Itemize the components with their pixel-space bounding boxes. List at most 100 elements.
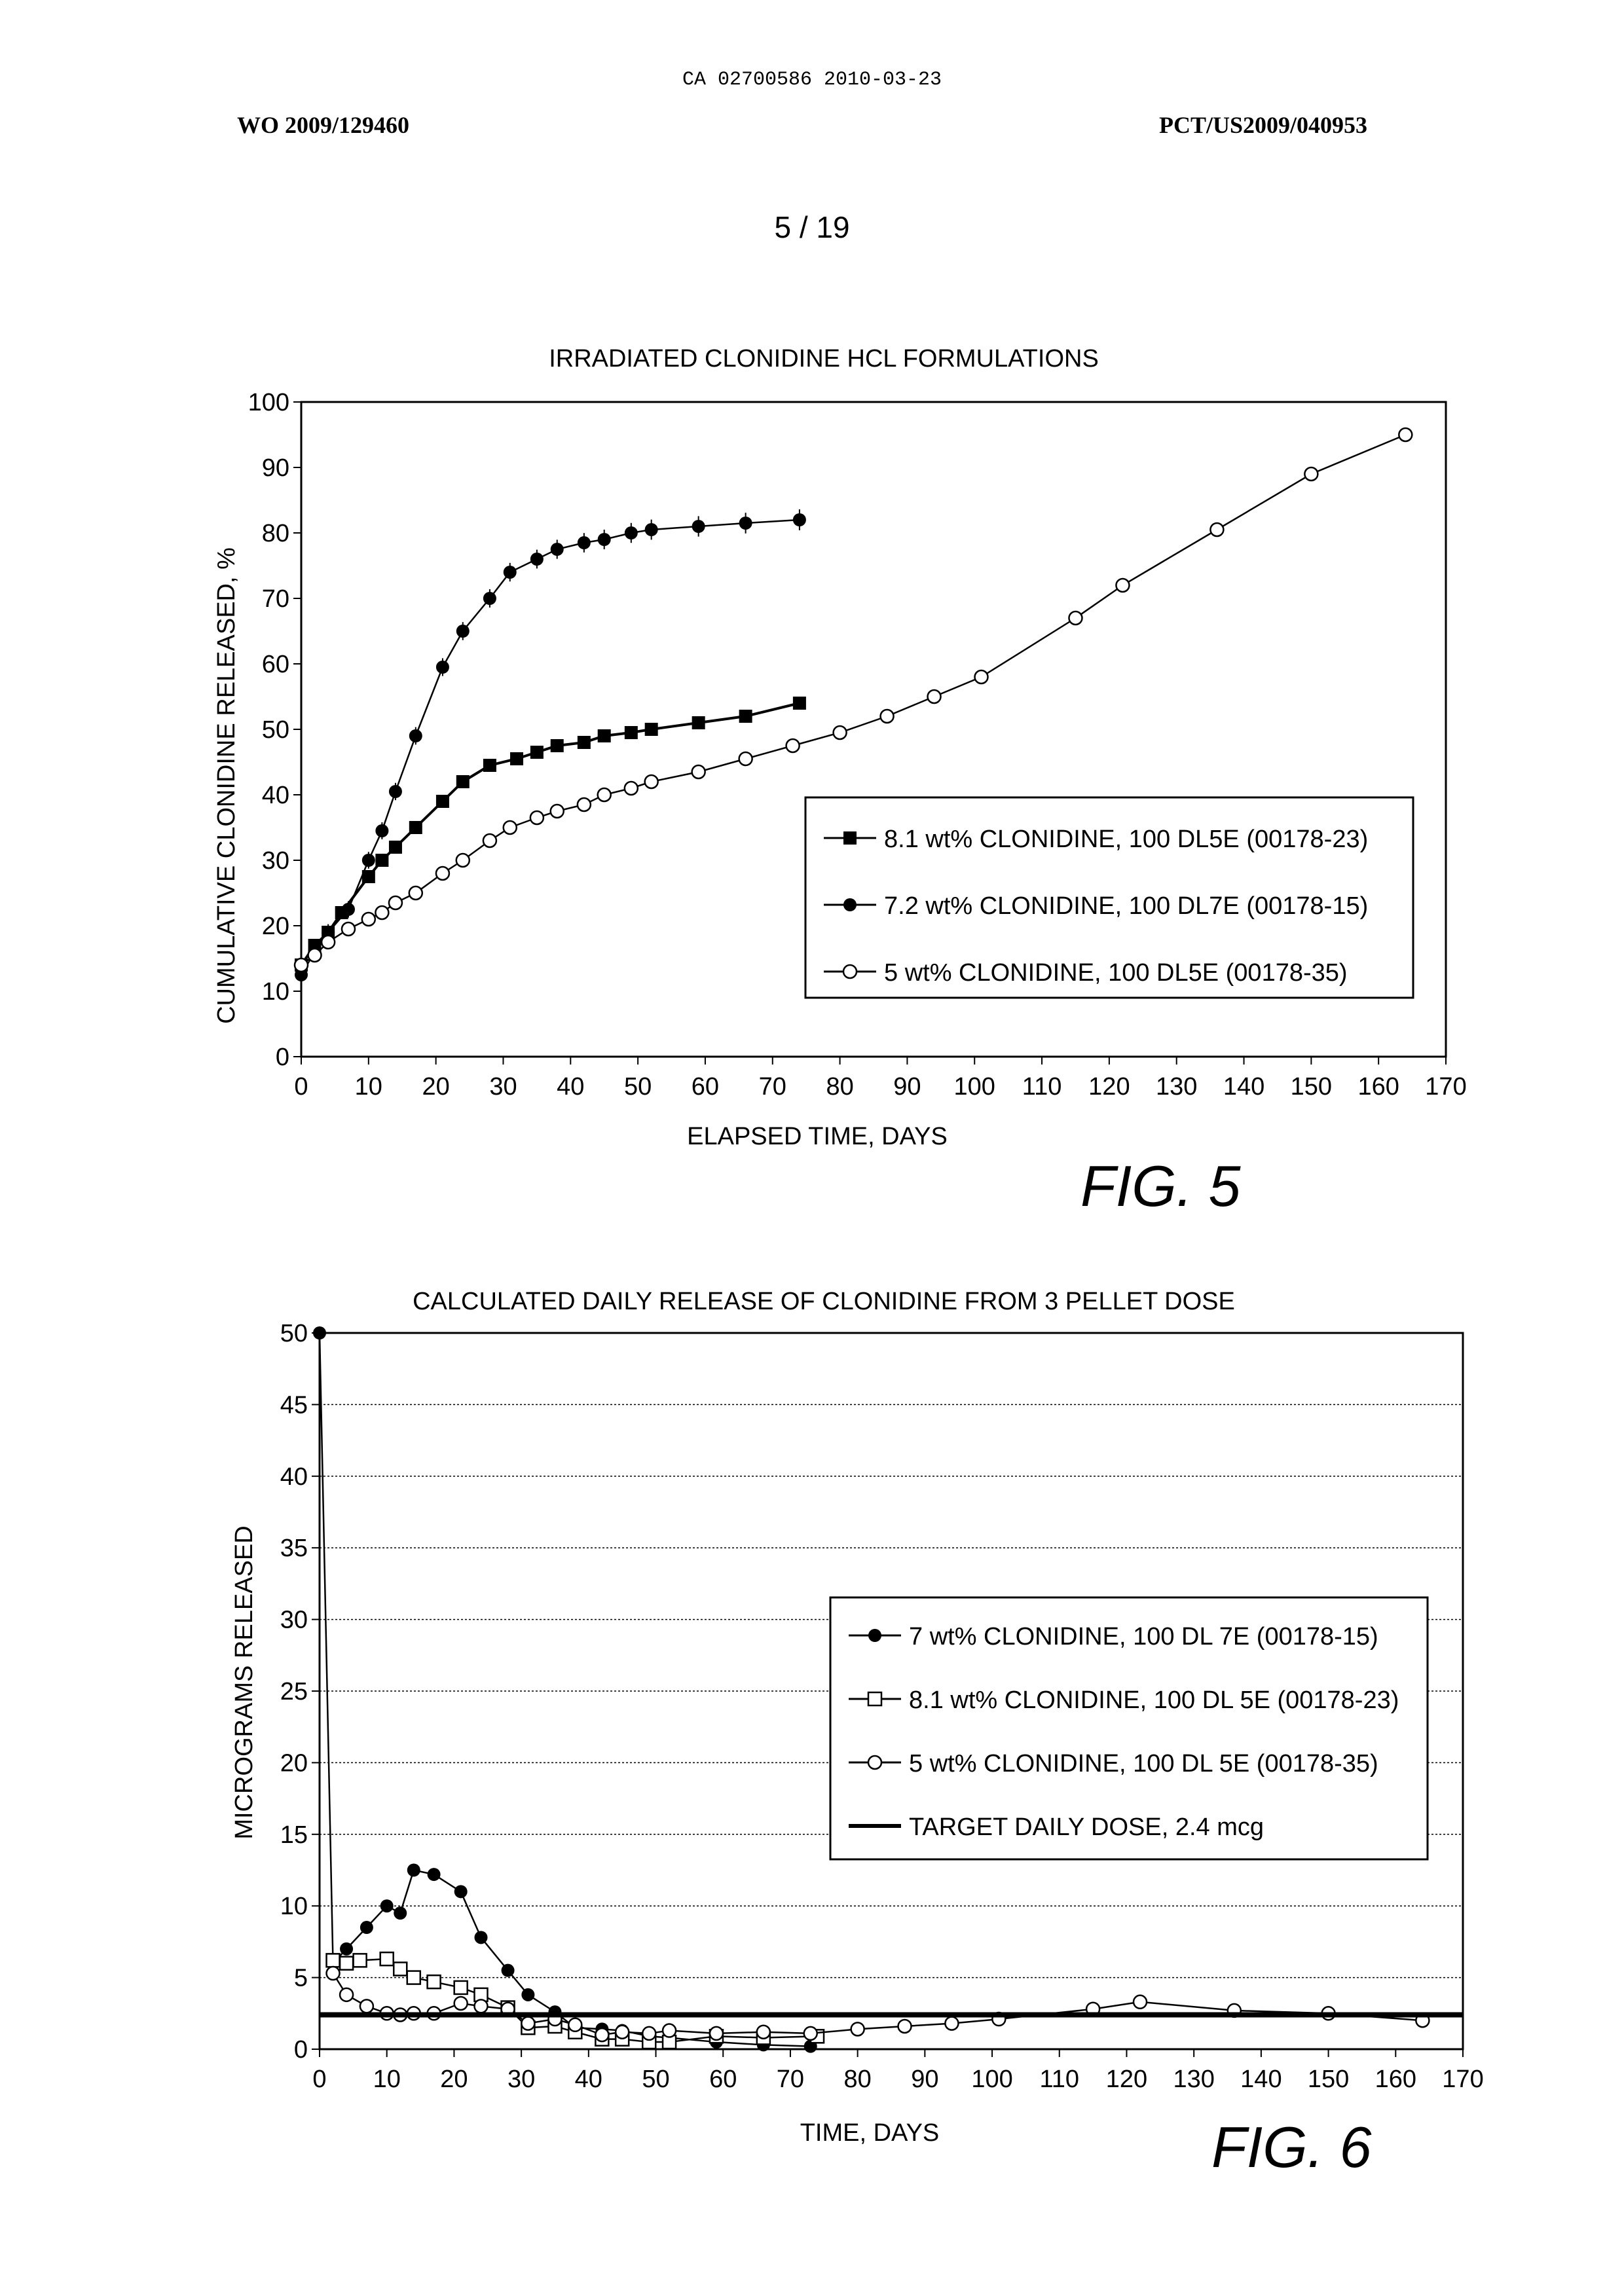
fig6-data-point [407, 1971, 420, 1984]
fig6-x-tick-label: 40 [575, 2066, 602, 2093]
fig5-data-point [295, 958, 308, 972]
fig5-data-point [625, 526, 638, 539]
fig5-data-point [834, 726, 847, 739]
fig5-data-point [436, 867, 449, 880]
fig6-series-line [333, 1973, 1423, 2035]
fig6-data-point [394, 1962, 407, 1975]
fig5-data-point [375, 906, 388, 919]
fig6-legend-marker [868, 1756, 881, 1769]
fig6-y-tick-label: 20 [280, 1749, 308, 1777]
fig6-y-tick-label: 10 [280, 1893, 308, 1920]
fig5-x-tick-label: 100 [954, 1073, 995, 1101]
fig6-x-tick-label: 50 [642, 2066, 669, 2093]
fig5-data-point [739, 710, 752, 723]
fig6-data-point [340, 1988, 353, 2001]
fig6-data-point [340, 1942, 353, 1956]
fig6-data-point [502, 1964, 515, 1977]
fig5-x-tick-label: 130 [1156, 1073, 1197, 1101]
fig5-data-point [598, 533, 611, 546]
fig5-data-point [362, 854, 375, 867]
fig5-data-point [928, 690, 941, 703]
fig6-data-point [407, 1864, 420, 1877]
fig5-legend-label: 5 wt% CLONIDINE, 100 DL5E (00178-35) [884, 959, 1348, 987]
fig6-legend-label: 8.1 wt% CLONIDINE, 100 DL 5E (00178-23) [909, 1686, 1399, 1714]
fig6-data-point [663, 2024, 676, 2037]
fig6-x-tick-label: 90 [911, 2066, 938, 2093]
fig6-y-tick-label: 30 [280, 1607, 308, 1634]
fig6-legend-label: TARGET DAILY DOSE, 2.4 mcg [909, 1813, 1264, 1841]
fig5-data-point [362, 913, 375, 926]
fig5-y-tick-label: 60 [262, 651, 289, 678]
fig6-data-point [380, 1952, 394, 1965]
fig5-data-point [409, 821, 422, 834]
fig6-data-point [474, 1931, 487, 1944]
fig5-y-tick-label: 10 [262, 978, 289, 1006]
fig5-x-tick-label: 150 [1291, 1073, 1332, 1101]
fig5-data-point [436, 795, 449, 808]
fig6-x-tick-label: 0 [312, 2066, 326, 2093]
fig5-title: IRRADIATED CLONIDINE HCL FORMULATIONS [549, 345, 1099, 373]
fig5-legend-marker [843, 965, 857, 978]
fig5-data-point [598, 729, 611, 742]
fig6-data-point [454, 1981, 468, 1994]
fig5-x-tick-label: 50 [624, 1073, 652, 1101]
fig6-data-point [474, 1999, 487, 2013]
fig6-x-tick-label: 100 [971, 2066, 1012, 2093]
fig6-data-point [354, 1954, 367, 1967]
fig5-y-tick-label: 80 [262, 520, 289, 547]
wo-number: WO 2009/129460 [237, 111, 409, 139]
fig5-data-point [409, 729, 422, 742]
fig6-x-tick-label: 130 [1173, 2066, 1214, 2093]
fig5-data-point [1304, 467, 1318, 481]
fig5-data-point [436, 661, 449, 674]
fig6-data-point [616, 2026, 629, 2039]
fig5-x-tick-label: 110 [1022, 1073, 1062, 1101]
fig5-data-point [793, 513, 806, 526]
fig6-data-point [804, 2027, 817, 2040]
fig6-y-tick-label: 0 [294, 2036, 308, 2064]
fig6-data-point [360, 1999, 373, 2013]
fig5-data-point [578, 798, 591, 811]
fig6-x-tick-label: 10 [373, 2066, 401, 2093]
document-id: CA 02700586 2010-03-23 [0, 69, 1624, 91]
fig6-x-tick-label: 150 [1308, 2066, 1349, 2093]
fig5-x-tick-label: 170 [1425, 1073, 1466, 1101]
fig5-y-tick-label: 50 [262, 716, 289, 744]
fig5-series-line [301, 703, 800, 965]
fig6-y-tick-label: 5 [294, 1965, 308, 1992]
fig6-x-tick-label: 120 [1106, 2066, 1147, 2093]
fig6-data-point [851, 2022, 864, 2035]
fig5-figure-label: FIG. 5 [1080, 1154, 1242, 1218]
fig5-x-tick-label: 0 [294, 1073, 308, 1101]
fig6-series-line [320, 1333, 811, 2047]
fig6-y-tick-label: 45 [280, 1391, 308, 1419]
fig5-data-point [1399, 428, 1412, 441]
fig6-data-point [521, 2017, 534, 2030]
fig5-y-tick-label: 40 [262, 782, 289, 809]
fig6-x-axis-label: TIME, DAYS [800, 2119, 940, 2147]
fig5-x-tick-label: 20 [422, 1073, 450, 1101]
fig5-data-point [308, 949, 322, 962]
fig6-data-point [313, 1326, 326, 1339]
fig5-x-tick-label: 80 [826, 1073, 853, 1101]
fig5-data-point [1210, 523, 1223, 536]
fig5-y-tick-label: 0 [276, 1044, 289, 1071]
fig5-data-point [389, 785, 402, 798]
fig6-y-tick-label: 35 [280, 1535, 308, 1562]
fig5-x-axis-label: ELAPSED TIME, DAYS [687, 1123, 948, 1150]
fig6-series-1 [313, 1326, 817, 2053]
fig6-data-point [327, 1967, 340, 1980]
fig5-data-point [551, 739, 564, 752]
fig5-legend-label: 8.1 wt% CLONIDINE, 100 DL5E (00178-23) [884, 826, 1368, 853]
fig5-data-point [456, 775, 470, 788]
fig6-legend-label: 5 wt% CLONIDINE, 100 DL 5E (00178-35) [909, 1750, 1378, 1777]
fig5-y-tick-label: 30 [262, 847, 289, 875]
fig5-data-point [1116, 579, 1129, 592]
fig5-x-tick-label: 90 [893, 1073, 921, 1101]
fig5-x-tick-label: 60 [692, 1073, 719, 1101]
fig6-x-tick-label: 70 [777, 2066, 804, 2093]
fig6-y-tick-label: 50 [280, 1320, 308, 1347]
fig5-legend-marker [843, 898, 857, 911]
fig5-data-point [692, 716, 705, 729]
fig6-figure-label: FIG. 6 [1211, 2115, 1372, 2179]
